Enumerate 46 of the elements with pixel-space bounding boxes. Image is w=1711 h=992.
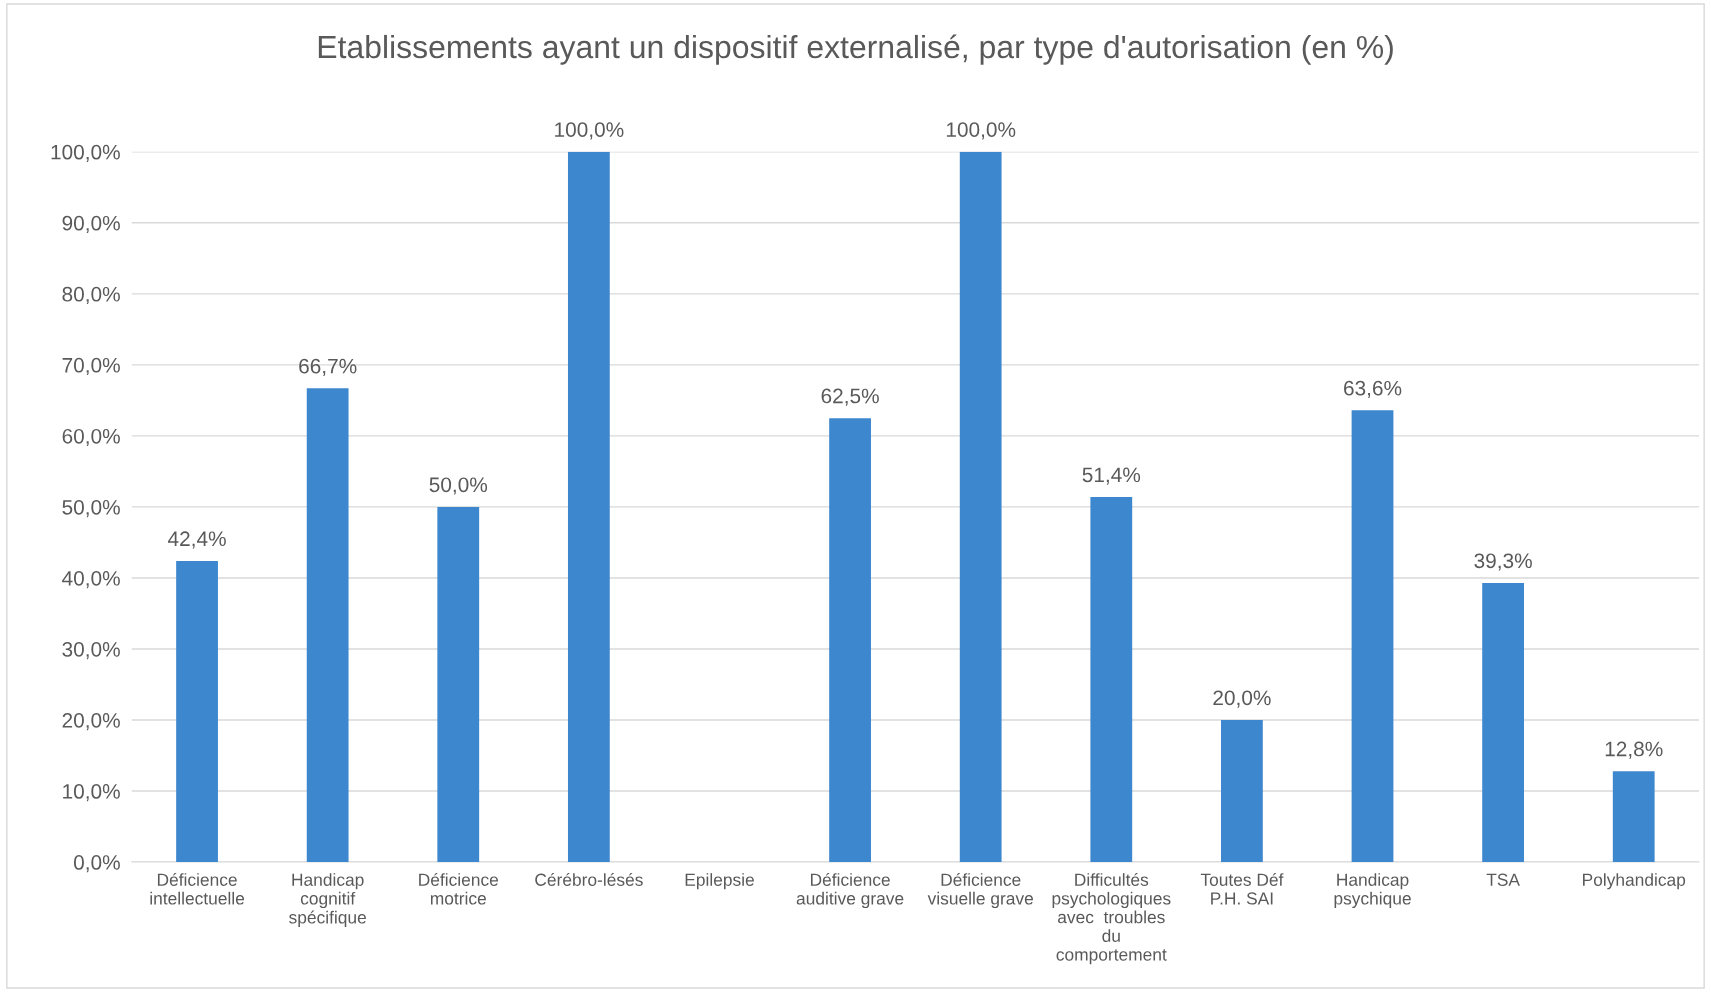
y-tick-label: 20,0% xyxy=(62,712,120,731)
y-tick-label: 60,0% xyxy=(62,428,120,447)
x-tick-label: TSA xyxy=(1486,873,1520,886)
data-label: 12,8% xyxy=(1605,741,1663,759)
y-tick-label: 10,0% xyxy=(63,784,120,802)
y-tick-label: 30,0% xyxy=(62,641,120,660)
bar xyxy=(1612,771,1655,863)
data-label: 39,3% xyxy=(1474,553,1532,571)
x-tick-label: Epilepsie xyxy=(685,873,754,890)
data-label: 62,5% xyxy=(821,388,879,406)
data-label: 42,4% xyxy=(167,531,226,549)
bar xyxy=(437,506,480,863)
bar xyxy=(1482,582,1525,863)
x-tick-label: Déficience visuelle grave xyxy=(927,872,1033,909)
bar xyxy=(306,388,349,863)
y-tick-label: 70,0% xyxy=(62,357,120,376)
y-tick-label: 100,0% xyxy=(51,144,120,162)
data-label: 50,0% xyxy=(429,477,488,495)
x-tick-label: Déficience intellectuelle xyxy=(150,872,245,905)
bar xyxy=(1090,496,1133,863)
x-tick-label: Déficience auditive grave xyxy=(796,872,904,909)
data-label: 51,4% xyxy=(1082,467,1141,485)
bar xyxy=(829,418,871,863)
data-label: 20,0% xyxy=(1213,690,1271,708)
y-tick-label: 0,0% xyxy=(73,855,120,873)
x-tick-label: Handicap psychique xyxy=(1334,873,1411,909)
data-label: 66,7% xyxy=(299,358,357,376)
x-tick-label: Toutes Déf P.H. SAI xyxy=(1200,872,1284,905)
bar xyxy=(1351,410,1394,863)
x-tick-label: Difficultés psychologiques avec troubles du comportement xyxy=(1052,872,1171,965)
y-tick-label: 80,0% xyxy=(62,286,120,305)
bar xyxy=(176,560,218,863)
chart-title: Etablissements ayant un dispositif externalisé, par type d'autorisation (en %) xyxy=(318,34,1393,65)
bar xyxy=(1221,719,1263,863)
x-tick-label: Cérébro-lésés xyxy=(535,872,643,886)
y-tick-label: 40,0% xyxy=(62,570,120,589)
bar xyxy=(567,151,610,863)
data-label: 100,0% xyxy=(946,122,1016,140)
y-tick-label: 90,0% xyxy=(62,215,120,234)
x-tick-label: Handicap cognitif spécifique xyxy=(289,873,366,927)
data-label: 100,0% xyxy=(555,122,624,140)
bar xyxy=(959,151,1002,863)
data-label: 63,6% xyxy=(1344,380,1402,398)
x-tick-label: Déficience motrice xyxy=(419,872,499,905)
x-tick-label: Polyhandicap xyxy=(1583,873,1686,890)
y-tick-label: 50,0% xyxy=(62,499,120,518)
